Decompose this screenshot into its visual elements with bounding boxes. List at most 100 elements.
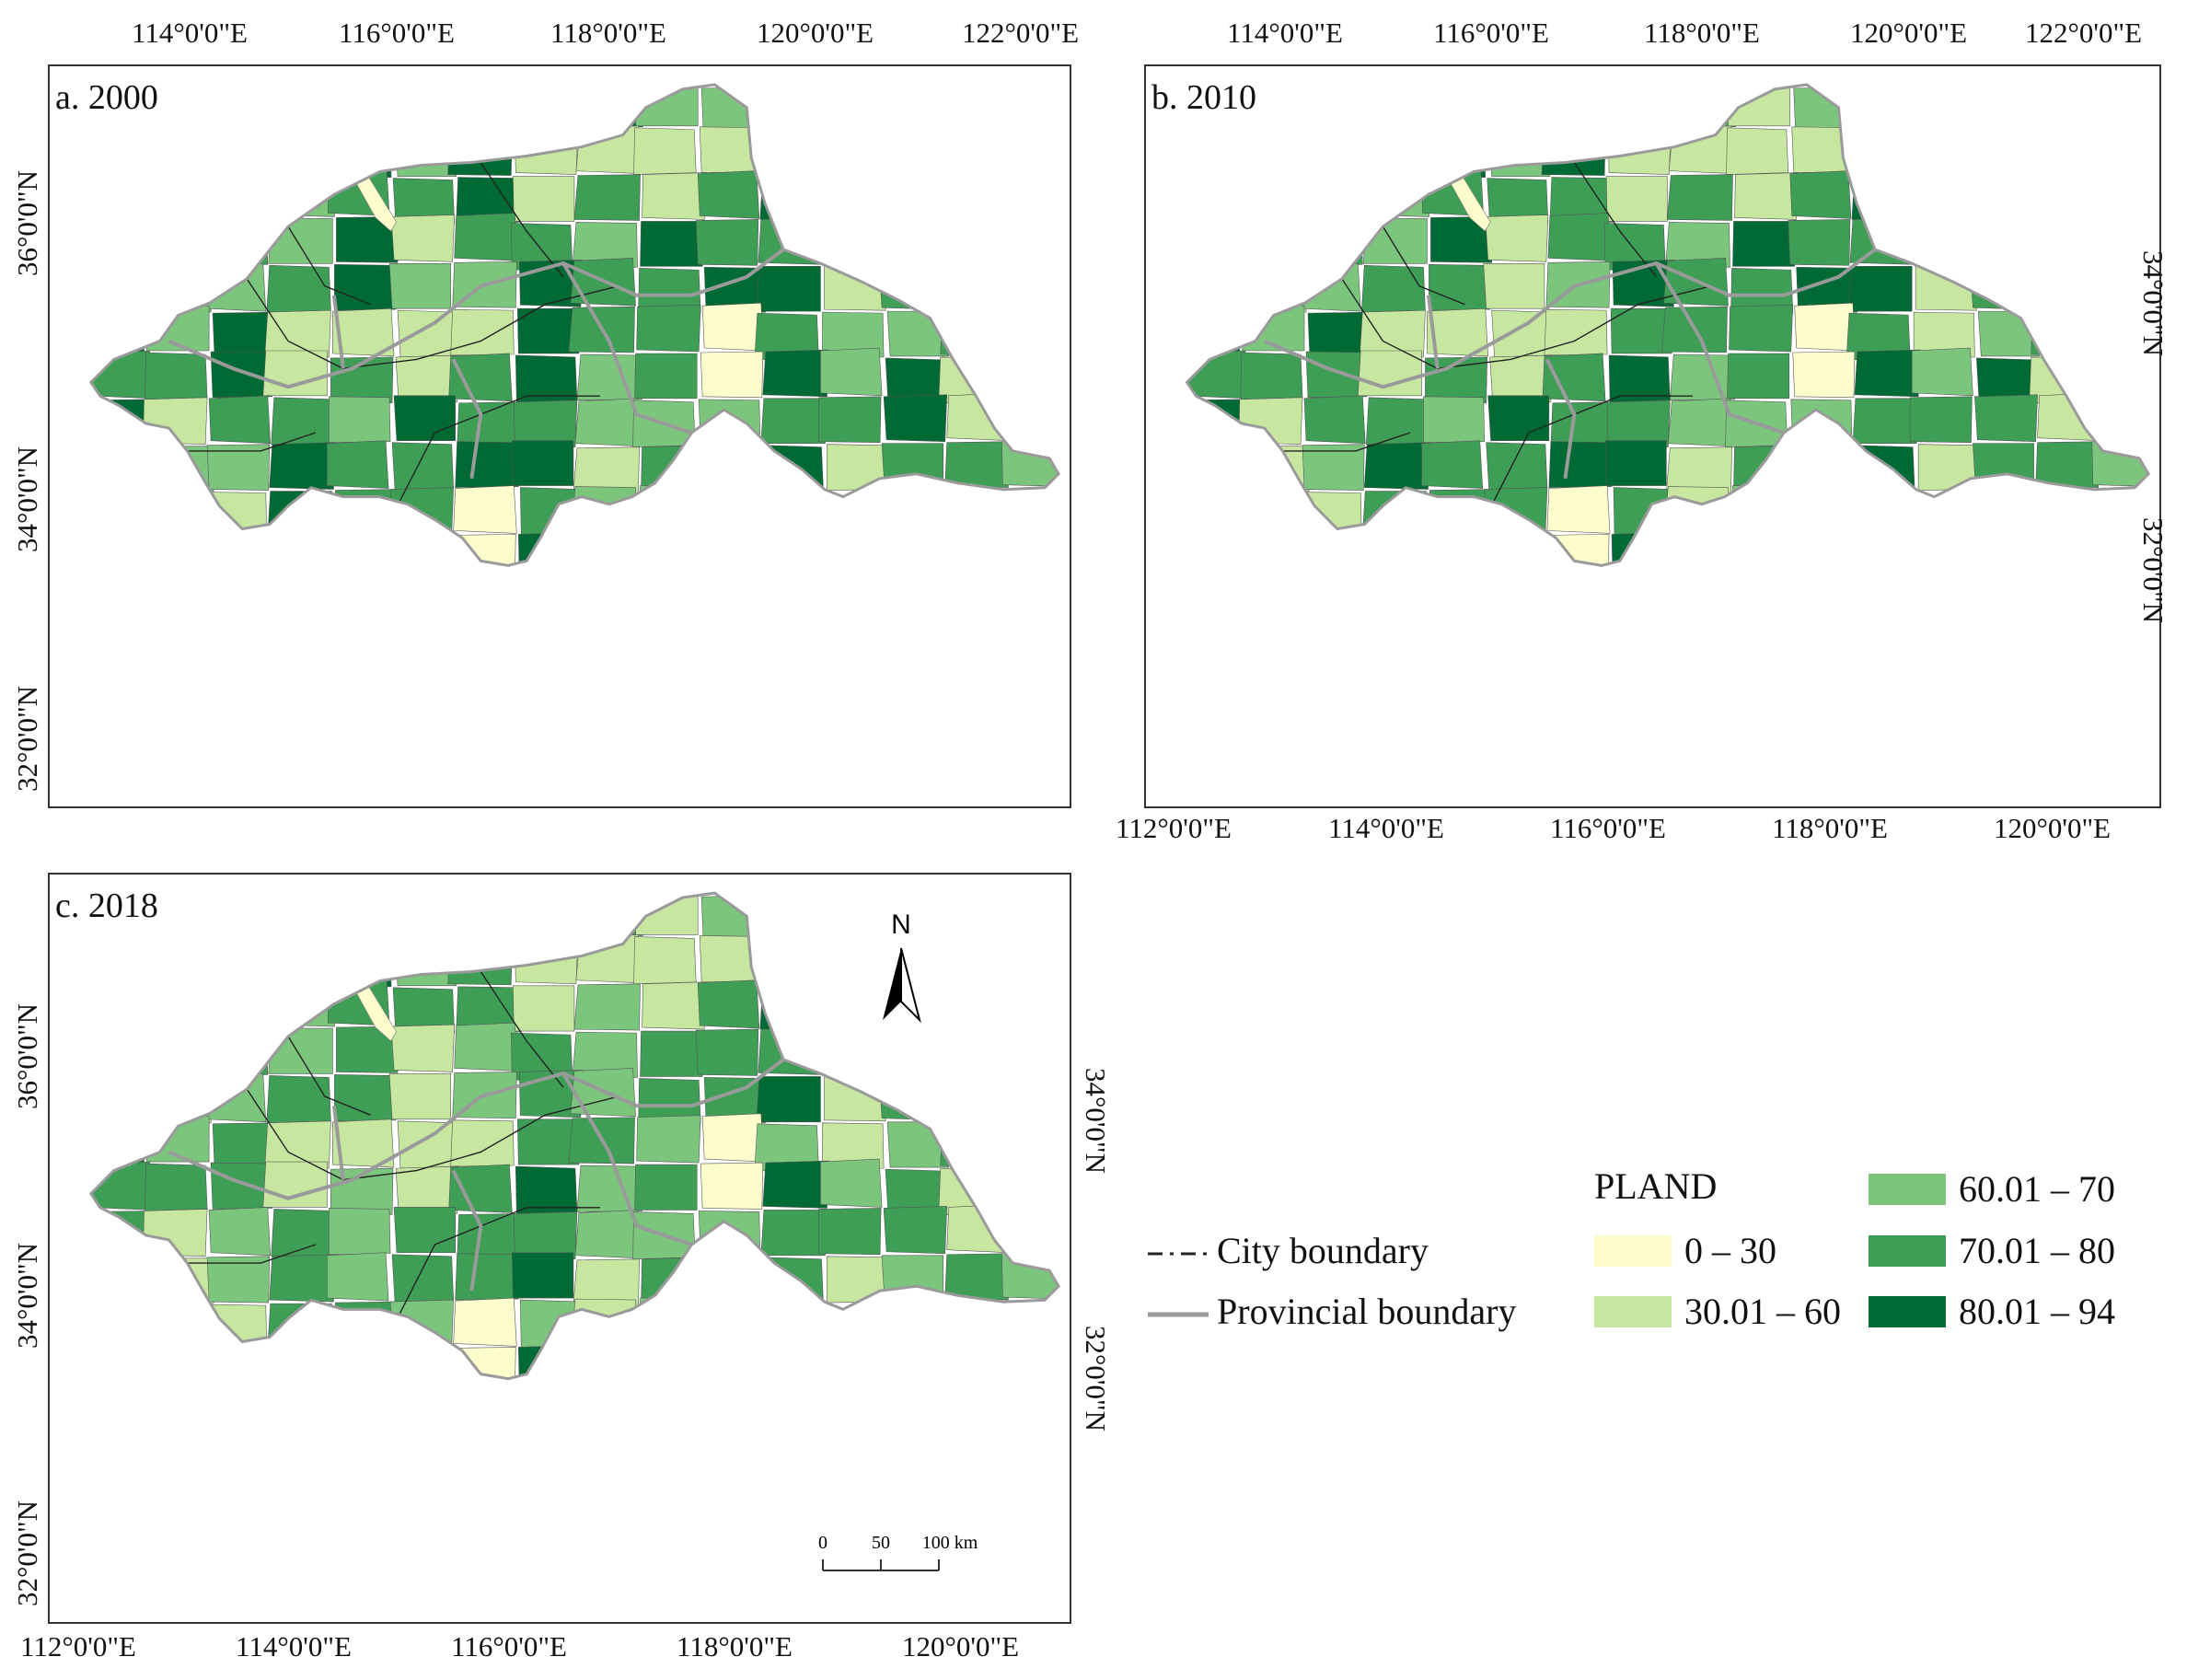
district-region — [391, 442, 454, 490]
district-region — [758, 1026, 825, 1075]
district-region — [1668, 398, 1733, 446]
district-region — [269, 1254, 336, 1303]
district-region — [1003, 402, 1059, 450]
district-region — [1305, 351, 1368, 399]
district-region — [515, 354, 578, 403]
left-lat-label: 34°0'0"N — [11, 1242, 43, 1349]
district-region — [514, 936, 579, 985]
bottom-lon-label: 114°0'0"E — [1328, 812, 1444, 844]
district-region — [2035, 441, 2100, 488]
left-lat-label: 32°0'0"N — [11, 685, 43, 792]
district-region — [820, 1158, 883, 1208]
district-region — [1358, 350, 1422, 397]
district-region — [756, 265, 821, 312]
district-region — [1666, 446, 1732, 493]
district-region — [822, 311, 885, 359]
district-region — [1973, 443, 2034, 489]
district-region — [1359, 309, 1426, 358]
district-region — [1550, 401, 1615, 448]
district-region — [206, 444, 271, 491]
district-region — [703, 266, 767, 314]
right-lat-label: 32°0'0"N — [1080, 1326, 1112, 1432]
district-region — [1604, 440, 1667, 486]
top-lon-label: 116°0'0"E — [1433, 17, 1549, 49]
district-region — [1485, 214, 1549, 262]
district-region — [940, 308, 1005, 356]
district-region — [145, 352, 208, 400]
legend-class-label: 30.01 – 60 — [1684, 1291, 1841, 1332]
top-lon-label: 118°0'0"E — [550, 17, 666, 49]
district-region — [944, 441, 1010, 488]
district-region — [703, 1077, 767, 1125]
district-region — [1667, 174, 1733, 221]
provincial-boundary-line — [168, 248, 785, 480]
district-region — [638, 267, 701, 316]
district-region — [639, 485, 702, 531]
district-region — [393, 395, 456, 442]
district-region — [1917, 444, 1980, 491]
bottom-lon-label: 112°0'0"E — [20, 1630, 136, 1663]
right-lat-label: 34°0'0"N — [1080, 1068, 1112, 1175]
legend-swatch-30-60 — [1594, 1296, 1672, 1327]
legend-city-boundary: City boundary — [1217, 1230, 1429, 1271]
north-arrow: N — [883, 911, 921, 1024]
district-region — [447, 938, 513, 986]
district-region — [1792, 351, 1856, 399]
district-region — [576, 1164, 642, 1212]
district-region — [574, 398, 641, 446]
district-region — [1303, 395, 1366, 445]
district-region — [1542, 353, 1606, 402]
district-region — [262, 350, 328, 397]
district-region — [574, 1210, 641, 1259]
city-boundary-swatch — [1148, 1252, 1209, 1256]
district-region — [334, 263, 397, 311]
bottom-lon-label: 118°0'0"E — [677, 1630, 793, 1663]
district-region — [513, 985, 575, 1032]
district-region — [329, 396, 391, 443]
district-region — [262, 1161, 328, 1208]
district-region — [1611, 532, 1675, 566]
district-region — [700, 351, 764, 399]
district-region — [513, 400, 578, 447]
district-region — [1483, 262, 1545, 309]
district-region — [450, 1119, 515, 1167]
top-lon-label: 120°0'0"E — [757, 17, 874, 49]
right-lat-label: 32°0'0"N — [2137, 517, 2170, 624]
district-region — [701, 1113, 765, 1163]
district-region — [700, 1162, 764, 1210]
district-region — [456, 986, 520, 1034]
district-region — [573, 446, 640, 493]
district-region — [1854, 349, 1921, 398]
district-region — [90, 306, 145, 353]
district-region — [1001, 439, 1059, 487]
district-region — [1549, 177, 1614, 224]
district-region — [1665, 222, 1730, 269]
district-region — [270, 979, 337, 1027]
district-region — [1608, 354, 1671, 403]
scale-label: 50 — [872, 1533, 890, 1553]
study-area-outline — [88, 83, 1060, 567]
district-region — [1974, 394, 2038, 443]
bottom-lon-label: 120°0'0"E — [902, 1630, 1020, 1663]
district-region — [634, 353, 698, 400]
district-region — [1669, 353, 1735, 401]
district-region — [451, 1347, 516, 1379]
district-region — [573, 983, 641, 1031]
district-region — [1423, 396, 1486, 443]
district-region — [695, 1028, 759, 1076]
top-lon-label: 120°0'0"E — [1850, 17, 1968, 49]
legend-swatch-60-70 — [1869, 1174, 1946, 1205]
district-region — [329, 1208, 391, 1256]
legend-swatch-0-30 — [1594, 1235, 1672, 1267]
district-region — [818, 396, 882, 443]
district-region — [634, 1164, 698, 1211]
district-region — [1852, 398, 1917, 444]
district-region — [516, 1118, 580, 1165]
district-region — [572, 1031, 638, 1079]
district-region — [2093, 402, 2149, 450]
district-region — [1913, 311, 1975, 359]
panel-title: a. 2000 — [55, 78, 158, 117]
district-region — [327, 1252, 389, 1302]
district-region — [1970, 261, 2033, 310]
district-region — [1729, 304, 1794, 353]
